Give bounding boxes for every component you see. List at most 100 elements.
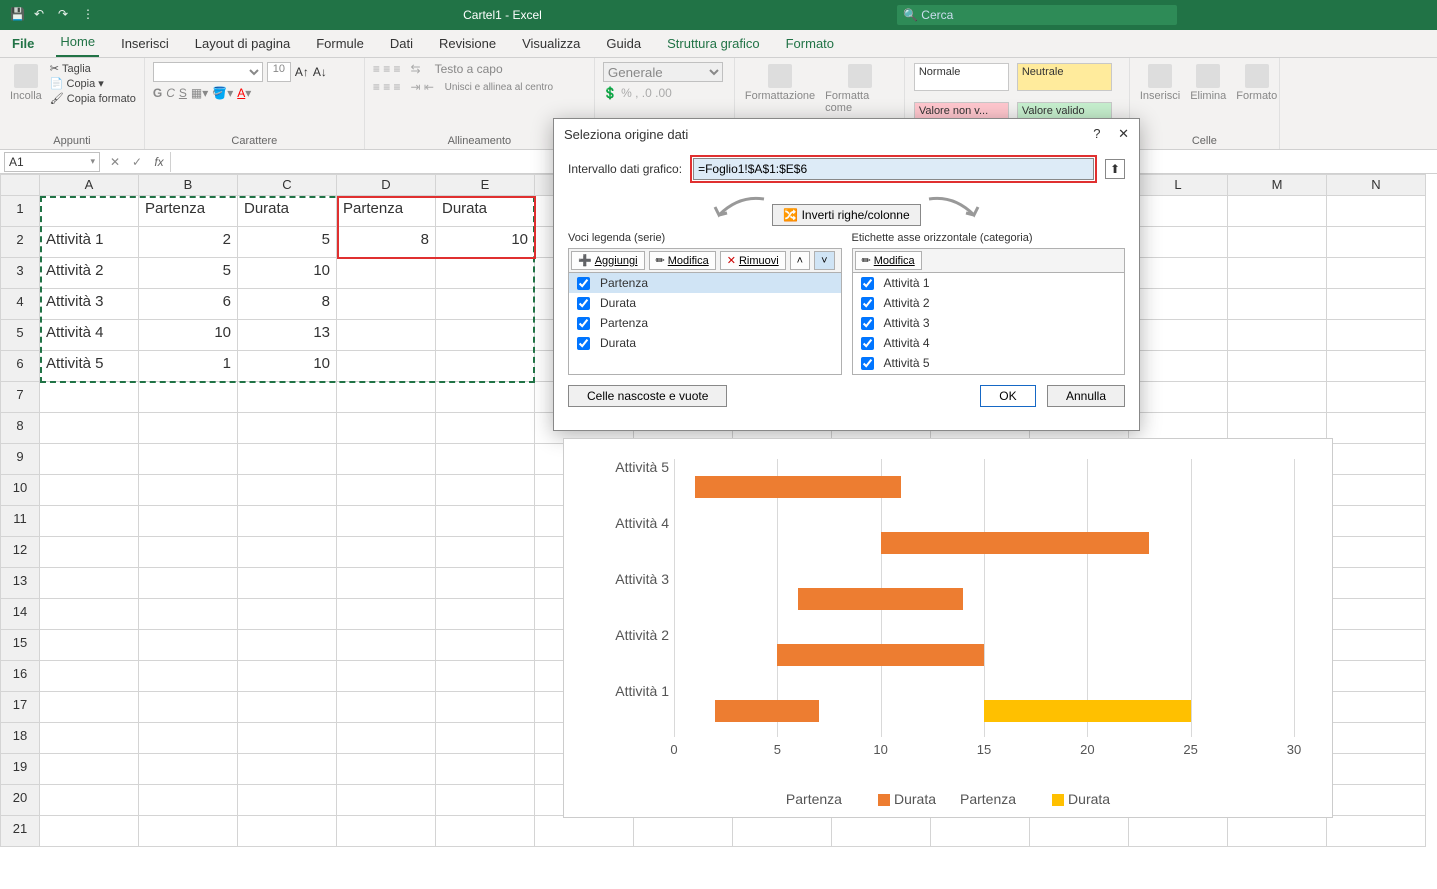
cell[interactable] (337, 785, 436, 816)
cell[interactable] (1228, 816, 1327, 847)
category-item[interactable]: Attività 1 (853, 273, 1125, 293)
cell[interactable]: Attività 4 (40, 320, 139, 351)
row-header[interactable]: 18 (0, 723, 40, 754)
series-checkbox[interactable] (577, 297, 590, 310)
cell[interactable] (238, 785, 337, 816)
column-header[interactable]: A (40, 174, 139, 196)
row-header[interactable]: 15 (0, 630, 40, 661)
cell[interactable] (436, 258, 535, 289)
row-header[interactable]: 19 (0, 754, 40, 785)
row-header[interactable]: 2 (0, 227, 40, 258)
tab-review[interactable]: Revisione (435, 32, 500, 57)
cell[interactable] (139, 444, 238, 475)
bar-segment[interactable] (881, 532, 1150, 554)
cell[interactable] (337, 661, 436, 692)
increase-font-icon[interactable]: A↑ (295, 65, 309, 79)
cell[interactable] (436, 661, 535, 692)
ok-button[interactable]: OK (980, 385, 1035, 407)
row-header[interactable]: 4 (0, 289, 40, 320)
cell[interactable] (1129, 289, 1228, 320)
cell[interactable] (139, 475, 238, 506)
gantt-chart[interactable]: 051015202530 PartenzaDurataPartenzaDurat… (563, 438, 1333, 818)
insert-cells-button[interactable]: Inserisci (1138, 62, 1182, 104)
cell[interactable] (40, 723, 139, 754)
add-series-button[interactable]: ➕Aggiungi (571, 251, 645, 270)
cell[interactable] (40, 413, 139, 444)
cell[interactable] (40, 475, 139, 506)
cell[interactable] (238, 444, 337, 475)
cell[interactable] (238, 568, 337, 599)
cell[interactable] (1327, 599, 1426, 630)
cell[interactable] (1228, 382, 1327, 413)
row-header[interactable]: 20 (0, 785, 40, 816)
select-all-corner[interactable] (0, 174, 40, 196)
tab-help[interactable]: Guida (602, 32, 645, 57)
cell[interactable]: 5 (139, 258, 238, 289)
hidden-cells-button[interactable]: Celle nascoste e vuote (568, 385, 727, 407)
cell[interactable] (1129, 816, 1228, 847)
column-header[interactable]: C (238, 174, 337, 196)
bar-segment[interactable] (695, 476, 902, 498)
bar-segment[interactable] (715, 700, 818, 722)
cancel-button[interactable]: Annulla (1047, 385, 1125, 407)
category-checkbox[interactable] (861, 357, 874, 370)
cell[interactable] (337, 816, 436, 847)
category-item[interactable]: Attività 3 (853, 313, 1125, 333)
category-checkbox[interactable] (861, 337, 874, 350)
cell[interactable]: 10 (139, 320, 238, 351)
cell[interactable] (139, 599, 238, 630)
cell[interactable] (40, 630, 139, 661)
decrease-font-icon[interactable]: A↓ (313, 65, 327, 79)
row-header[interactable]: 12 (0, 537, 40, 568)
category-item[interactable]: Attività 5 (853, 353, 1125, 373)
format-cells-button[interactable]: Formato (1234, 62, 1279, 104)
cell[interactable] (238, 413, 337, 444)
touch-icon[interactable]: ⋮ (82, 7, 98, 23)
cell[interactable] (238, 506, 337, 537)
cell[interactable] (1228, 258, 1327, 289)
column-header[interactable]: M (1228, 174, 1327, 196)
cond-format-button[interactable]: Formattazione (743, 62, 817, 104)
cell[interactable] (238, 692, 337, 723)
chart-data-range-input[interactable] (693, 158, 1094, 180)
cell[interactable]: Attività 5 (40, 351, 139, 382)
cell[interactable] (436, 568, 535, 599)
cell[interactable] (436, 475, 535, 506)
cell[interactable] (238, 599, 337, 630)
fill-color-button[interactable]: 🪣▾ (212, 86, 233, 100)
column-header[interactable]: E (436, 174, 535, 196)
cell[interactable] (337, 475, 436, 506)
cell[interactable] (238, 754, 337, 785)
fx-icon[interactable]: fx (148, 155, 170, 169)
cell[interactable] (832, 816, 931, 847)
cancel-formula-icon[interactable]: ✕ (104, 155, 126, 169)
category-checkbox[interactable] (861, 297, 874, 310)
cell[interactable]: Partenza (139, 196, 238, 227)
cell[interactable]: 2 (139, 227, 238, 258)
move-up-button[interactable]: ˄ (790, 251, 810, 270)
remove-series-button[interactable]: ✕Rimuovi (720, 251, 786, 270)
cell[interactable] (40, 506, 139, 537)
cell[interactable] (139, 816, 238, 847)
row-header[interactable]: 8 (0, 413, 40, 444)
cell[interactable] (139, 382, 238, 413)
cell[interactable] (1228, 351, 1327, 382)
cell[interactable] (238, 816, 337, 847)
cell[interactable] (1327, 289, 1426, 320)
font-color-button[interactable]: A▾ (237, 86, 251, 100)
copy-button[interactable]: 📄 Copia ▾ (50, 77, 136, 90)
category-item[interactable]: Attività 2 (853, 293, 1125, 313)
italic-button[interactable]: C (166, 86, 175, 100)
column-header[interactable]: L (1129, 174, 1228, 196)
cell[interactable] (1228, 227, 1327, 258)
cell[interactable] (1327, 227, 1426, 258)
name-box[interactable]: A1 (4, 152, 100, 172)
cell[interactable] (40, 816, 139, 847)
cell[interactable] (1327, 413, 1426, 444)
cell[interactable] (40, 196, 139, 227)
cell[interactable] (1327, 537, 1426, 568)
cell[interactable] (1228, 320, 1327, 351)
cell[interactable] (436, 754, 535, 785)
number-format-select[interactable]: Generale (603, 62, 723, 82)
cell[interactable] (337, 444, 436, 475)
